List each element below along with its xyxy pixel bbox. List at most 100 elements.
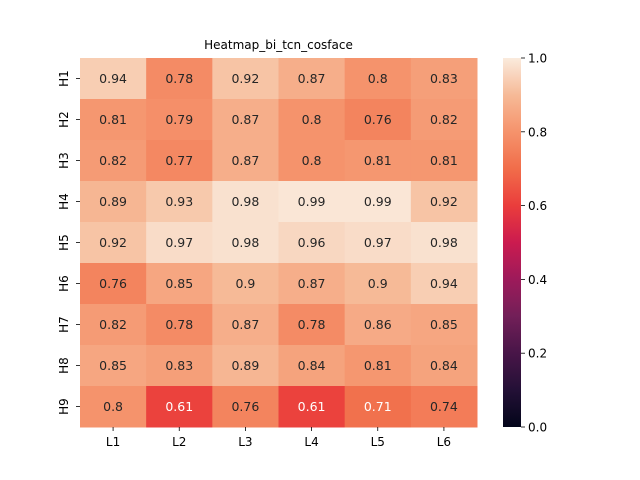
- y-tick-label: H5: [57, 234, 71, 251]
- colorbar-tick-label: 0.4: [528, 273, 547, 287]
- heatmap-cell: [212, 386, 279, 428]
- y-axis: H1 H2 H3 H4 H5 H6 H7 H8 H9: [57, 70, 80, 415]
- heatmap-cell: [146, 386, 213, 428]
- cell-value-label: 0.81: [430, 153, 458, 168]
- cell-value-label: 0.71: [364, 399, 392, 414]
- colorbar: 0.0 0.2 0.4 0.6 0.8 1.0: [503, 52, 547, 435]
- heatmap-cell: [410, 99, 478, 141]
- cell-value-label: 0.98: [430, 235, 458, 250]
- cell-value-label: 0.87: [231, 153, 259, 168]
- heatmap-cell: [146, 222, 213, 264]
- y-tick-label: H3: [57, 152, 71, 169]
- cell-value-label: 0.97: [165, 235, 193, 250]
- heatmap-cell: [410, 263, 478, 305]
- cell-value-label: 0.78: [298, 317, 326, 332]
- heatmap-cell: [80, 181, 147, 223]
- heatmap-cell: [344, 181, 412, 223]
- cell-value-label: 0.82: [430, 112, 458, 127]
- colorbar-tick-label: 1.0: [528, 52, 547, 66]
- y-tick-label: H8: [57, 357, 71, 374]
- heatmap-cell: [410, 345, 478, 387]
- x-tick-label: L1: [106, 435, 120, 449]
- heatmap-cell: [278, 222, 346, 264]
- heatmap-cell: [212, 58, 279, 100]
- heatmap-cell: [80, 99, 147, 141]
- heatmap-cell: [212, 345, 279, 387]
- heatmap-cell: [278, 99, 346, 141]
- heatmap-cell: [278, 58, 346, 100]
- x-axis: L1 L2 L3 L4 L5 L6: [106, 427, 451, 449]
- x-tick-label: L5: [371, 435, 385, 449]
- heatmap-cell: [278, 386, 346, 428]
- cell-value-label: 0.89: [231, 358, 259, 373]
- y-tick-label: H7: [57, 316, 71, 333]
- cell-value-label: 0.76: [231, 399, 259, 414]
- cell-value-label: 0.85: [165, 276, 193, 291]
- cell-value-label: 0.92: [430, 194, 458, 209]
- heatmap-cell: [212, 140, 279, 182]
- cell-value-label: 0.61: [165, 399, 193, 414]
- cell-value-label: 0.98: [231, 194, 259, 209]
- heatmap-cell: [80, 304, 147, 346]
- heatmap-cell: [80, 58, 147, 100]
- cell-value-label: 0.83: [430, 71, 458, 86]
- heatmap-cell: [146, 140, 213, 182]
- cell-value-label: 0.81: [364, 358, 392, 373]
- cell-value-label: 0.74: [430, 399, 458, 414]
- cell-value-label: 0.9: [235, 276, 255, 291]
- cell-value-label: 0.87: [298, 276, 326, 291]
- y-tick-label: H2: [57, 111, 71, 128]
- cell-value-label: 0.8: [302, 153, 322, 168]
- cell-value-label: 0.8: [302, 112, 322, 127]
- x-tick-label: L2: [172, 435, 186, 449]
- heatmap-cell: [212, 263, 279, 305]
- heatmap-cell: [212, 99, 279, 141]
- colorbar-gradient: [503, 58, 521, 427]
- cell-value-label: 0.87: [298, 71, 326, 86]
- y-tick-label: H4: [57, 193, 71, 210]
- heatmap-cell: [344, 99, 412, 141]
- heatmap-cell: [146, 263, 213, 305]
- heatmap-cell: [410, 304, 478, 346]
- cell-value-label: 0.92: [99, 235, 127, 250]
- heatmap-cell: [146, 58, 213, 100]
- cell-value-label: 0.85: [99, 358, 127, 373]
- x-tick-label: L6: [437, 435, 451, 449]
- heatmap-cell: [146, 181, 213, 223]
- heatmap-cell: [80, 345, 147, 387]
- heatmap-cell: [212, 304, 279, 346]
- cell-value-label: 0.84: [430, 358, 458, 373]
- cell-value-label: 0.87: [231, 112, 259, 127]
- cell-value-label: 0.81: [364, 153, 392, 168]
- heatmap-cell: [278, 304, 346, 346]
- cell-value-label: 0.85: [430, 317, 458, 332]
- heatmap-cell: [278, 140, 346, 182]
- cell-value-label: 0.87: [231, 317, 259, 332]
- cell-value-label: 0.81: [99, 112, 127, 127]
- chart-title: Heatmap_bi_tcn_cosface: [204, 38, 353, 52]
- x-tick-label: L4: [304, 435, 318, 449]
- heatmap-cell: [278, 345, 346, 387]
- heatmap-cell: [410, 58, 478, 100]
- colorbar-tick-label: 0.6: [528, 199, 547, 213]
- cell-value-label: 0.99: [298, 194, 326, 209]
- heatmap-cell: [212, 222, 279, 264]
- cell-value-label: 0.99: [364, 194, 392, 209]
- cell-value-label: 0.79: [165, 112, 193, 127]
- colorbar-tick-label: 0.2: [528, 347, 547, 361]
- cell-value-label: 0.83: [165, 358, 193, 373]
- heatmap-cell: [344, 304, 412, 346]
- heatmap-cell: [278, 181, 346, 223]
- cell-value-label: 0.9: [368, 276, 388, 291]
- heatmap-cell: [344, 222, 412, 264]
- cell-value-label: 0.78: [165, 71, 193, 86]
- heatmap-cell: [410, 222, 478, 264]
- cell-value-label: 0.78: [165, 317, 193, 332]
- cell-value-label: 0.61: [298, 399, 326, 414]
- heatmap-cell: [410, 386, 478, 428]
- heatmap-cell: [80, 263, 147, 305]
- heatmap-cell: [344, 345, 412, 387]
- cell-value-label: 0.89: [99, 194, 127, 209]
- cell-value-label: 0.93: [165, 194, 193, 209]
